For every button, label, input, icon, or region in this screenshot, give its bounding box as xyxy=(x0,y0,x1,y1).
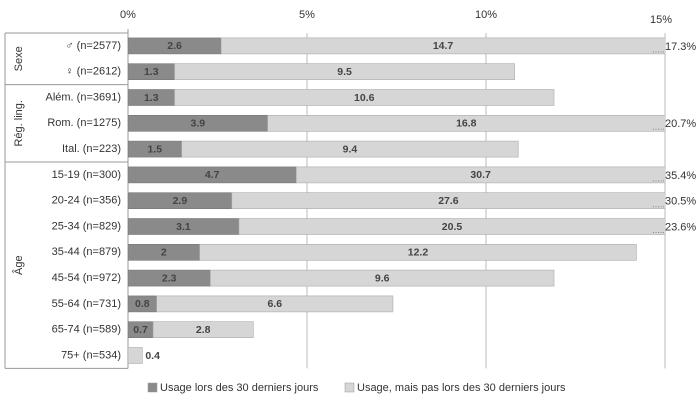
bar-segment xyxy=(199,244,637,261)
data-label: 0.4 xyxy=(145,350,160,362)
y-tick-label: 35-44 (n=879) xyxy=(52,246,121,258)
legend-label: Usage, mais pas lors des 30 derniers jou… xyxy=(357,382,566,394)
data-label: 2.6 xyxy=(167,40,182,52)
data-label: 9.4 xyxy=(343,143,358,155)
y-tick-label: ♀ (n=2612) xyxy=(65,66,121,78)
data-label: 9.6 xyxy=(375,272,390,284)
y-tick-label: Rom. (n=1275) xyxy=(47,117,121,129)
x-tick-label: 5% xyxy=(299,9,315,21)
y-tick-label: 75+ (n=534) xyxy=(61,349,121,361)
group-label: Sexe xyxy=(13,46,25,71)
total-label: 17.3% xyxy=(665,41,696,53)
legend-swatch xyxy=(147,382,158,393)
data-label: 0.8 xyxy=(135,298,150,310)
y-tick-label: 65-74 (n=589) xyxy=(52,324,121,336)
y-tick-label: 15-19 (n=300) xyxy=(52,169,121,181)
total-label: 30.5% xyxy=(665,196,696,208)
bar-segment xyxy=(152,321,254,339)
data-label: 27.6 xyxy=(438,195,459,207)
group-label: Âge xyxy=(12,255,25,275)
bar-segment xyxy=(128,347,143,364)
bar-segment xyxy=(174,63,515,81)
total-label: 23.6% xyxy=(665,221,696,233)
data-label: 2.9 xyxy=(173,195,188,207)
data-label: 30.7 xyxy=(470,169,491,181)
bar-segment xyxy=(231,192,665,209)
x-tick-label: 10% xyxy=(475,9,497,21)
legend-label: Usage lors des 30 derniers jours xyxy=(160,382,319,394)
y-tick-label: 25-34 (n=829) xyxy=(52,220,121,232)
data-label: 10.6 xyxy=(354,92,375,104)
y-tick-label: 55-64 (n=731) xyxy=(52,298,121,310)
y-tick-label: 20-24 (n=356) xyxy=(52,195,121,207)
data-label: 0.7 xyxy=(133,324,148,336)
data-label: 1.3 xyxy=(144,92,159,104)
bar-segment xyxy=(220,37,665,55)
total-label: 35.4% xyxy=(665,170,696,182)
data-label: 20.5 xyxy=(442,221,463,233)
y-tick-label: Ital. (n=223) xyxy=(62,143,121,155)
data-label: 1.3 xyxy=(144,66,159,78)
data-label: 2.8 xyxy=(196,324,211,336)
total-label: 20.7% xyxy=(665,118,696,130)
data-label: 3.9 xyxy=(191,118,206,130)
bar-segment xyxy=(156,295,394,313)
data-label: 9.5 xyxy=(337,66,352,78)
group-label: Rég. ling. xyxy=(13,100,25,146)
legend-swatch xyxy=(344,382,355,393)
data-label: 16.8 xyxy=(456,118,477,130)
y-tick-label: Além. (n=3691) xyxy=(45,91,121,103)
x-tick-label: 15% xyxy=(650,14,672,26)
data-label: 4.7 xyxy=(205,169,220,181)
y-tick-label: ♂ (n=2577) xyxy=(65,40,121,52)
data-label: 12.2 xyxy=(408,247,429,259)
data-label: 2.3 xyxy=(162,272,177,284)
data-label: 2 xyxy=(161,247,167,259)
y-tick-label: 45-54 (n=972) xyxy=(52,272,121,284)
bar-segment xyxy=(295,166,665,184)
data-label: 1.5 xyxy=(148,143,163,155)
data-label: 6.6 xyxy=(267,298,282,310)
bar-segment xyxy=(181,140,519,158)
x-tick-label: 0% xyxy=(120,9,136,21)
bar-segment xyxy=(238,218,665,235)
data-label: 14.7 xyxy=(433,40,454,52)
bar-segment xyxy=(174,89,555,106)
bar-segment xyxy=(210,269,555,287)
data-label: 3.1 xyxy=(176,221,191,233)
bar-segment xyxy=(267,115,665,132)
